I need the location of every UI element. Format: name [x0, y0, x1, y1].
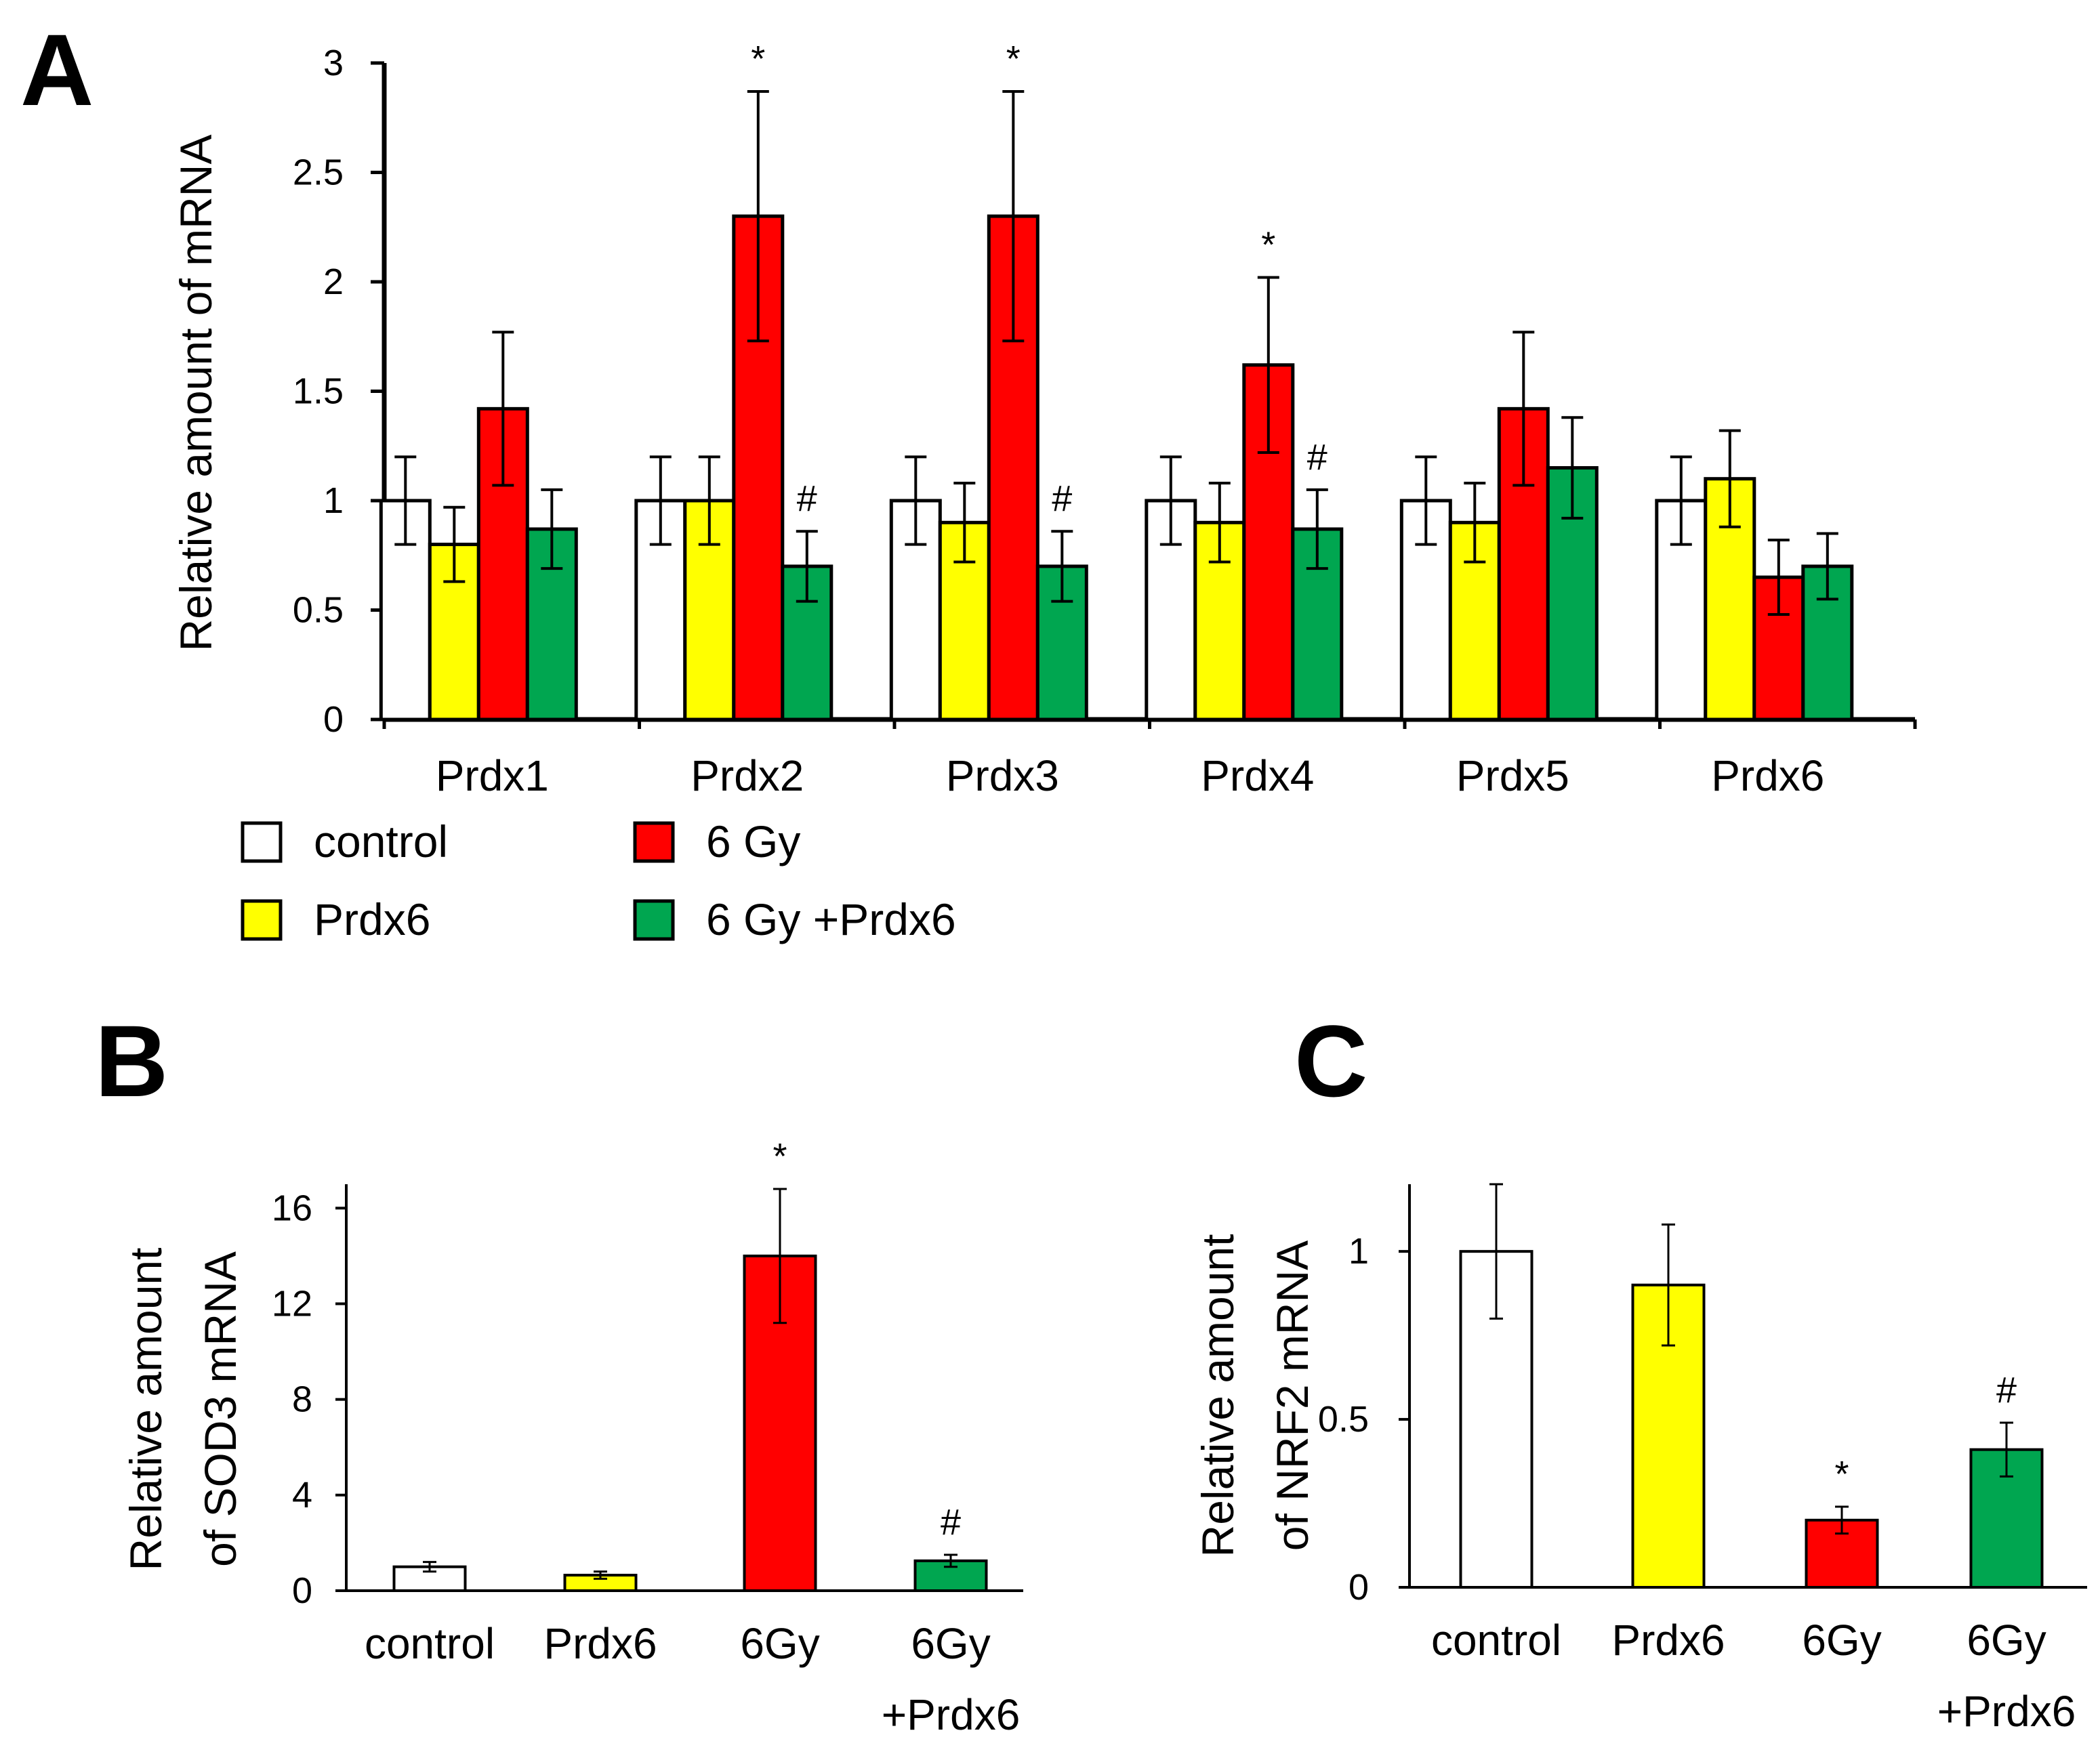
panel-letter-c: C: [1294, 1004, 1367, 1118]
y-tick-label: 12: [272, 1283, 312, 1324]
y-axis-label: Relative amount of SOD3 mRNA: [121, 1248, 245, 1571]
bar-prdx1-control: [379, 499, 432, 722]
y-tick-label: 1: [323, 480, 344, 521]
y-tick-label: 0: [323, 699, 344, 740]
y-axis-label: Relative amount of NRF2 mRNA: [1193, 1234, 1317, 1558]
x-tick-label-prdx6: Prdx6: [1611, 1616, 1725, 1665]
x-tick-label-6gy: 6Gy: [740, 1619, 819, 1668]
y-tick-label: 0.5: [1318, 1399, 1369, 1440]
significance-marker: #: [941, 1502, 961, 1543]
x-tick-label-control: control: [1431, 1616, 1561, 1665]
legend: control 6 Gy Prdx6 6 Gy +Prdx6: [241, 816, 956, 944]
bar-control: [392, 1565, 467, 1592]
x-tick-label-6gy: 6Gy: [1802, 1616, 1881, 1665]
panel-b-chart: 0 4 8 12 16 control Prdx6 * 6Gy #6Gy +Prdx6 Relativ…: [121, 1136, 1023, 1739]
bar-prdx1-6-gy: [476, 406, 529, 722]
x-tick-label-prdx3: Prdx3: [946, 751, 1059, 800]
legend-swatch-prdx6: [241, 899, 283, 941]
y-tick-label: 16: [272, 1188, 312, 1228]
significance-marker: #: [1307, 437, 1327, 478]
y-tick-label: 3: [323, 43, 344, 83]
legend-label-6-gy-prdx6: 6 Gy +Prdx6: [706, 894, 956, 944]
y-tick-label: 0.5: [293, 590, 344, 631]
legend-label-prdx6: Prdx6: [314, 894, 430, 944]
y-tick-label: 4: [292, 1475, 312, 1515]
x-tick-label-prdx6: Prdx6: [543, 1619, 657, 1668]
x-tick-label-prdx2: Prdx2: [691, 751, 804, 800]
x-tick-label-control: control: [365, 1619, 495, 1668]
x-tick-label-prdx6: Prdx6: [1711, 751, 1824, 800]
legend-swatch-6-gy: [633, 821, 675, 863]
x-tick-label-6gy-prdx6: 6Gy +Prdx6: [1937, 1616, 2076, 1736]
legend-swatch-control: [241, 821, 283, 863]
legend-label-6-gy: 6 Gy: [706, 816, 800, 866]
legend-label-control: control: [314, 816, 448, 866]
y-tick-label: 2: [323, 262, 344, 302]
bar-prdx4-6-gy-prdx6: [1291, 527, 1344, 722]
significance-marker: *: [773, 1136, 787, 1177]
x-tick-label-prdx1: Prdx1: [436, 751, 549, 800]
x-tick-label-6gy-prdx6: 6Gy +Prdx6: [882, 1619, 1021, 1739]
bar-prdx3-control: [889, 499, 942, 722]
significance-marker: *: [1006, 39, 1021, 79]
significance-marker: #: [1996, 1370, 2017, 1410]
panel-a-chart: 0 0.5 1 1.5 2 2.5 3 Prdx1 * # Prdx2 * # Prdx3 * # Prdx4 P…: [171, 39, 1917, 800]
panel-letter-b: B: [95, 1004, 168, 1118]
significance-marker: *: [1261, 225, 1275, 266]
y-tick-label: 1: [1348, 1231, 1369, 1272]
y-tick-label: 8: [292, 1379, 312, 1420]
y-tick-label: 0: [292, 1570, 312, 1611]
y-tick-label: 2.5: [293, 152, 344, 193]
panel-c-chart: 0 0.5 1 control Prdx6 * 6Gy #6Gy +Prdx6 Relative …: [1193, 1183, 2087, 1736]
panel-letter-a: A: [20, 13, 94, 127]
significance-marker: *: [751, 39, 765, 79]
significance-marker: #: [797, 478, 817, 519]
y-tick-label: 1.5: [293, 371, 344, 412]
x-tick-label-prdx4: Prdx4: [1201, 751, 1314, 800]
y-axis-label: Relative amount of mRNA: [171, 135, 221, 652]
x-tick-label-prdx5: Prdx5: [1456, 751, 1569, 800]
significance-marker: #: [1052, 478, 1072, 519]
y-tick-label: 0: [1348, 1567, 1369, 1608]
significance-marker: *: [1834, 1454, 1849, 1494]
legend-swatch-6-gy-prdx6: [633, 899, 675, 941]
